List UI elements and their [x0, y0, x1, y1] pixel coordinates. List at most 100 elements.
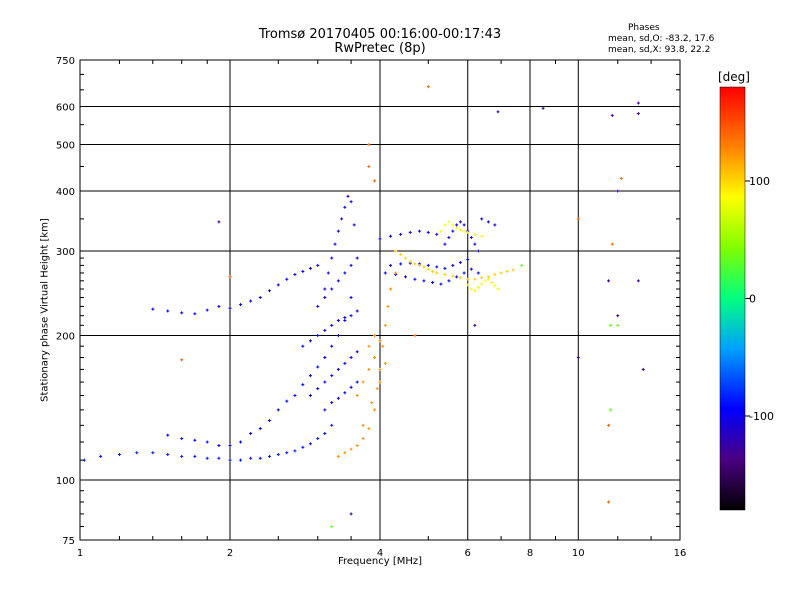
data-point [301, 269, 305, 273]
data-point [117, 453, 121, 457]
data-point [439, 229, 443, 233]
data-point [336, 334, 340, 338]
data-point [375, 387, 379, 391]
data-point [316, 387, 320, 391]
y-tick-label: 600 [56, 103, 75, 114]
data-point [239, 458, 243, 462]
data-point [239, 303, 243, 307]
data-point [267, 419, 271, 423]
data-point [576, 217, 580, 221]
data-point [616, 323, 620, 327]
data-point [276, 453, 280, 457]
data-point [473, 242, 477, 246]
y-tick-label: 300 [56, 247, 75, 258]
data-point [343, 205, 347, 209]
data-point [443, 266, 447, 270]
data-point [316, 437, 320, 441]
data-point [431, 269, 435, 273]
data-point [413, 277, 417, 281]
data-point [399, 262, 403, 266]
data-point [258, 456, 262, 460]
data-point [316, 334, 320, 338]
data-point [285, 451, 289, 455]
data-point [383, 323, 387, 327]
data-point [394, 249, 398, 253]
data-point [349, 263, 353, 267]
data-point [435, 265, 439, 269]
data-point [511, 268, 515, 272]
data-point [193, 438, 197, 442]
data-point [343, 451, 347, 455]
data-point [493, 284, 497, 288]
data-point [217, 220, 221, 224]
data-point [476, 271, 480, 275]
data-point [458, 276, 462, 280]
data-point [180, 437, 184, 441]
data-point [426, 230, 430, 234]
data-point [378, 339, 382, 343]
data-point [349, 200, 353, 204]
data-point [616, 189, 620, 193]
data-point [443, 242, 447, 246]
data-point [458, 260, 462, 264]
data-point [373, 408, 377, 412]
data-point [349, 512, 353, 516]
data-point [417, 263, 421, 267]
y-axis-label: Stationary phase Virtual Height [km] [39, 218, 51, 402]
data-point [493, 223, 497, 227]
x-tick-label: 8 [527, 548, 533, 559]
data-point [267, 454, 271, 458]
y-tick-label: 200 [56, 332, 75, 343]
data-point [316, 263, 320, 267]
data-point [499, 271, 503, 275]
phases-title: Phases [628, 23, 660, 33]
data-point [469, 236, 473, 240]
data-point [249, 456, 253, 460]
colorbar-tick-label: -100 [749, 410, 774, 423]
data-point [383, 361, 387, 365]
data-point [343, 316, 347, 320]
chart-title: Tromsø 20170405 00:16:00-00:17:43 [258, 27, 502, 42]
data-point [228, 306, 232, 310]
data-point [422, 279, 426, 283]
data-point [473, 277, 477, 281]
data-point [330, 525, 334, 529]
data-point [466, 283, 470, 287]
data-point [349, 355, 353, 359]
data-point [361, 437, 365, 441]
data-point [466, 258, 470, 262]
data-point [373, 334, 377, 338]
data-point [408, 260, 412, 264]
data-point [336, 454, 340, 458]
data-point [228, 275, 232, 279]
data-point [367, 164, 371, 168]
data-point [386, 304, 390, 308]
data-point [258, 427, 262, 431]
data-point [451, 263, 455, 267]
data-point [249, 432, 253, 436]
data-point [349, 447, 353, 451]
data-point [135, 451, 139, 455]
data-point [180, 311, 184, 315]
data-point [180, 358, 184, 362]
data-point [378, 237, 382, 241]
chart-subtitle: RwPretec (8p) [334, 41, 426, 56]
data-point [355, 444, 359, 448]
data-point [285, 277, 289, 281]
data-point [480, 282, 484, 286]
data-point [330, 323, 334, 327]
data-point [413, 262, 417, 266]
data-point [466, 277, 470, 281]
y-tick-label: 100 [56, 476, 75, 487]
data-point [301, 445, 305, 449]
data-point [636, 112, 640, 116]
data-point [381, 344, 385, 348]
data-point [323, 355, 327, 359]
data-point [473, 289, 477, 293]
data-point [367, 143, 371, 147]
data-point [469, 267, 473, 271]
data-point [330, 256, 334, 260]
data-point [301, 383, 305, 387]
data-point [336, 229, 340, 233]
data-point [483, 279, 487, 283]
